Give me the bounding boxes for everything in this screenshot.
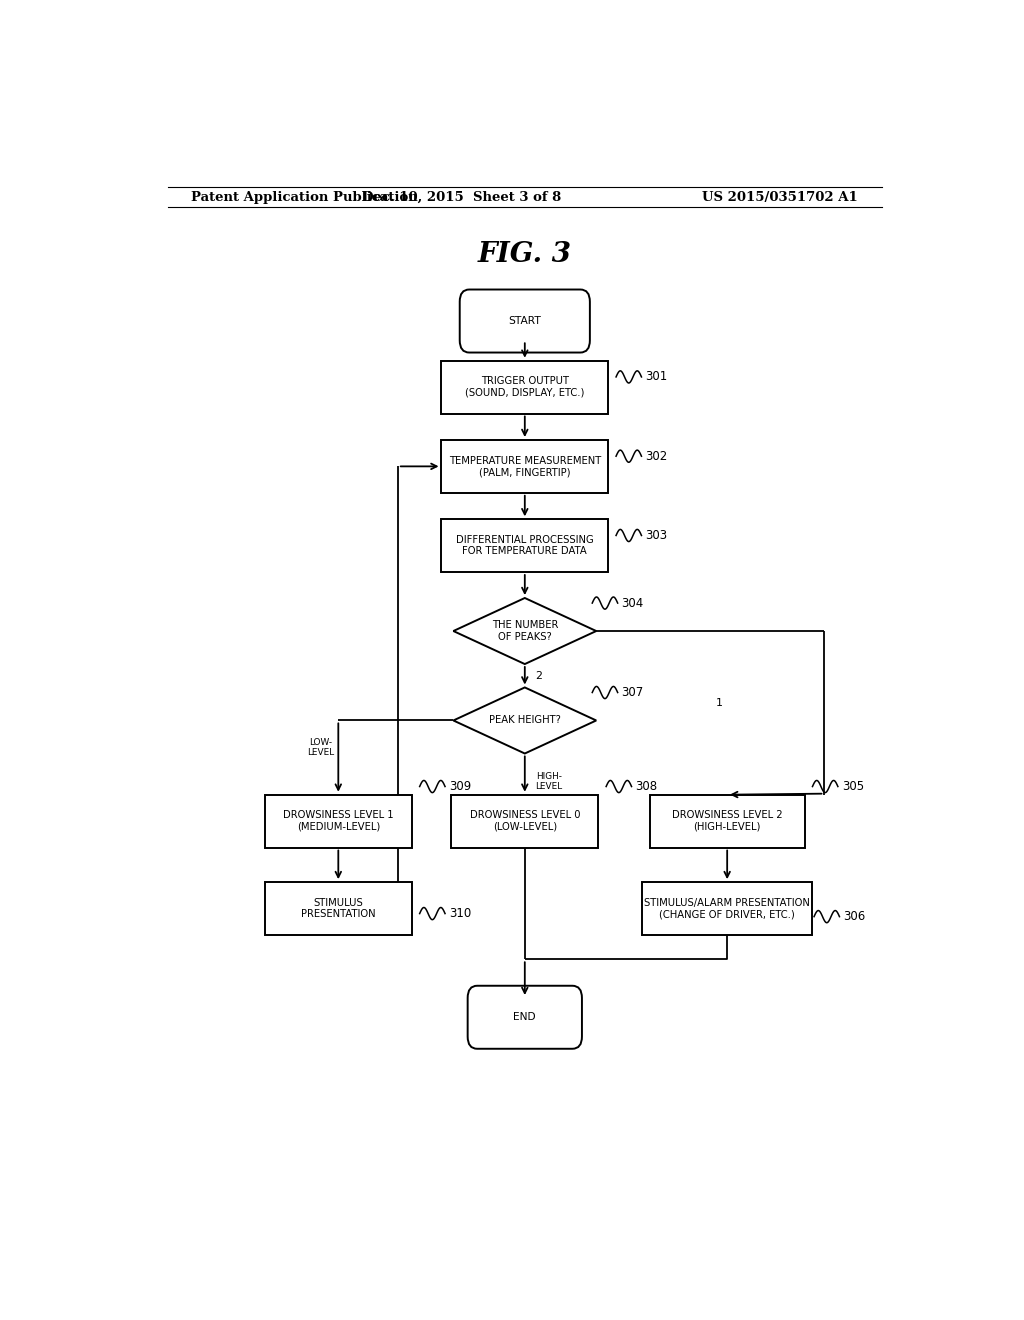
Text: PEAK HEIGHT?: PEAK HEIGHT? [488, 715, 561, 726]
Text: DROWSINESS LEVEL 0
(LOW-LEVEL): DROWSINESS LEVEL 0 (LOW-LEVEL) [470, 810, 580, 832]
Text: 310: 310 [449, 907, 471, 920]
Polygon shape [454, 598, 596, 664]
FancyBboxPatch shape [468, 986, 582, 1049]
Text: LOW-
LEVEL: LOW- LEVEL [307, 738, 334, 758]
Text: DROWSINESS LEVEL 1
(MEDIUM-LEVEL): DROWSINESS LEVEL 1 (MEDIUM-LEVEL) [283, 810, 393, 832]
Text: 307: 307 [622, 686, 644, 700]
Text: END: END [513, 1012, 537, 1022]
Bar [642, 882, 812, 935]
Text: STIMULUS/ALARM PRESENTATION
(CHANGE OF DRIVER, ETC.): STIMULUS/ALARM PRESENTATION (CHANGE OF D… [644, 898, 810, 919]
Text: 306: 306 [844, 909, 865, 923]
Text: DIFFERENTIAL PROCESSING
FOR TEMPERATURE DATA: DIFFERENTIAL PROCESSING FOR TEMPERATURE … [456, 535, 594, 557]
Text: 304: 304 [622, 597, 644, 610]
Bar [441, 440, 608, 492]
Text: 1: 1 [716, 698, 723, 708]
Text: US 2015/0351702 A1: US 2015/0351702 A1 [702, 190, 858, 203]
Text: STIMULUS
PRESENTATION: STIMULUS PRESENTATION [301, 898, 376, 919]
Bar [265, 795, 412, 847]
Text: DROWSINESS LEVEL 2
(HIGH-LEVEL): DROWSINESS LEVEL 2 (HIGH-LEVEL) [672, 810, 782, 832]
Text: TRIGGER OUTPUT
(SOUND, DISPLAY, ETC.): TRIGGER OUTPUT (SOUND, DISPLAY, ETC.) [465, 376, 585, 397]
Polygon shape [454, 688, 596, 754]
Text: 303: 303 [645, 529, 668, 543]
Bar [452, 795, 598, 847]
Text: START: START [508, 315, 542, 326]
Text: 301: 301 [645, 371, 668, 383]
Text: Dec. 10, 2015  Sheet 3 of 8: Dec. 10, 2015 Sheet 3 of 8 [361, 190, 561, 203]
Bar [650, 795, 805, 847]
Text: FIG. 3: FIG. 3 [478, 242, 571, 268]
Text: 302: 302 [645, 450, 668, 463]
Bar [441, 360, 608, 413]
Bar [265, 882, 412, 935]
Bar [441, 519, 608, 572]
Text: 2: 2 [536, 671, 542, 681]
FancyBboxPatch shape [460, 289, 590, 352]
Text: TEMPERATURE MEASUREMENT
(PALM, FINGERTIP): TEMPERATURE MEASUREMENT (PALM, FINGERTIP… [449, 455, 601, 477]
Text: THE NUMBER
OF PEAKS?: THE NUMBER OF PEAKS? [492, 620, 558, 642]
Text: 305: 305 [842, 780, 864, 793]
Text: 308: 308 [636, 780, 657, 793]
Text: Patent Application Publication: Patent Application Publication [191, 190, 418, 203]
Text: 309: 309 [449, 780, 471, 793]
Text: HIGH-
LEVEL: HIGH- LEVEL [536, 772, 562, 791]
